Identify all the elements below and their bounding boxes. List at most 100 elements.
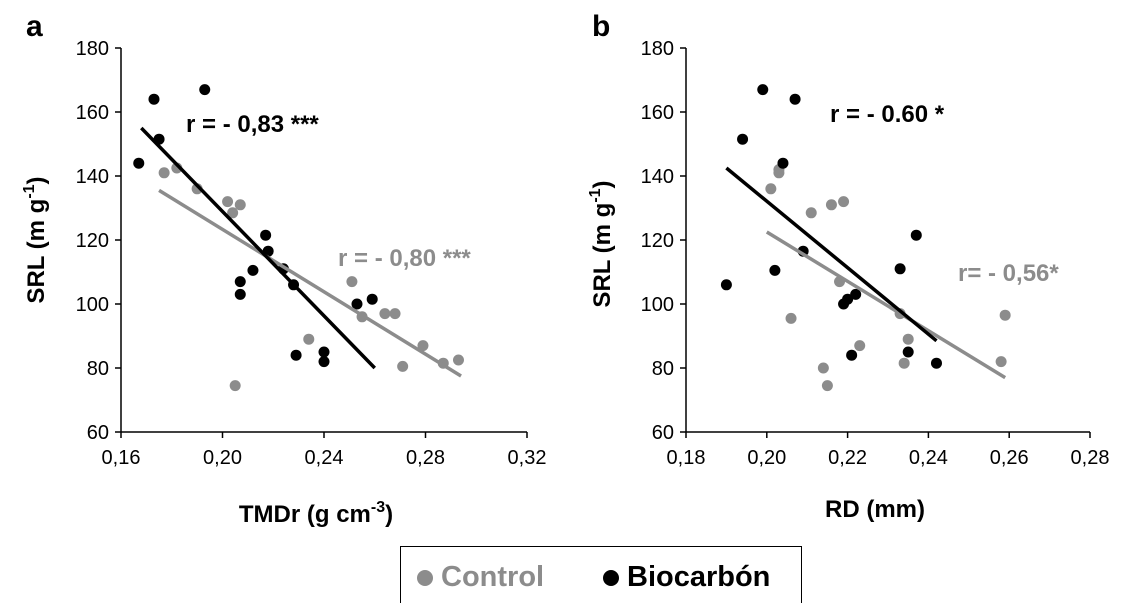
- y-tick-label: 100: [641, 294, 674, 316]
- point-biocarbon: [133, 157, 145, 169]
- panel-a-axes: 60 80 100 120 140 160 180 0,16 0,20 0,24 0,28 0,32: [76, 38, 547, 469]
- point-biocarbon: [902, 346, 914, 358]
- panel-b-y-axis-title: SRL (m g-1): [587, 180, 616, 307]
- point-biocarbon: [366, 293, 378, 305]
- point-biocarbon: [930, 357, 942, 369]
- point-biocarbon: [199, 84, 211, 96]
- trend-line-control: [158, 188, 462, 378]
- trend-line-control: [765, 230, 1007, 380]
- point-biocarbon: [737, 133, 749, 145]
- trend-line-biocarbon: [725, 166, 938, 343]
- point-control: [817, 362, 829, 374]
- x-tick-label: 0,32: [508, 447, 547, 469]
- legend-item-biocarbon: Biocarbón: [603, 561, 770, 594]
- panel-a-letter: a: [26, 10, 43, 43]
- x-tick-label: 0,24: [305, 447, 344, 469]
- panel-a-y-axis-title: SRL (m g-1): [21, 176, 50, 303]
- point-biocarbon: [318, 346, 330, 358]
- figure: a 60 80 100 120 140 160 180 0,16 0,20 0,24 0,28 0,3…: [21, 10, 1109, 528]
- panel-b-marks: [720, 84, 1011, 392]
- trend-line-biocarbon: [140, 126, 377, 370]
- panel-a-marks: [133, 84, 464, 392]
- y-tick-label: 120: [641, 230, 674, 252]
- legend-marker-biocarbon: [603, 569, 619, 586]
- point-biocarbon: [789, 93, 801, 105]
- x-tick-label: 0,20: [203, 447, 242, 469]
- panel-a-control-r-label: r = - 0,80 ***: [338, 245, 471, 272]
- point-biocarbon: [720, 279, 732, 291]
- point-biocarbon: [910, 229, 922, 241]
- point-biocarbon: [148, 93, 160, 105]
- y-tick-label: 60: [87, 422, 109, 444]
- legend-item-control: Control: [417, 561, 544, 594]
- y-tick-label: 160: [76, 102, 109, 124]
- panel-b: b 60 80 100 120 140 160 180 0,18 0,20 0,22 0,24 0,2…: [587, 10, 1109, 523]
- legend-label-control: Control: [441, 561, 545, 593]
- x-tick-label: 0,24: [909, 447, 948, 469]
- point-biocarbon: [846, 349, 858, 361]
- legend-marker-control: [417, 569, 433, 586]
- point-control: [452, 354, 464, 366]
- point-biocarbon: [769, 264, 781, 276]
- point-biocarbon: [842, 293, 854, 305]
- point-biocarbon: [234, 276, 246, 288]
- panel-b-axes: 60 80 100 120 140 160 180 0,18 0,20 0,22 0,24 0,26 0…: [641, 38, 1110, 469]
- point-biocarbon: [247, 264, 259, 276]
- point-control: [805, 207, 817, 219]
- legend-label-biocarbon: Biocarbón: [627, 561, 771, 593]
- x-tick-label: 0,26: [990, 447, 1029, 469]
- point-biocarbon: [777, 157, 789, 169]
- point-control: [821, 380, 833, 392]
- panel-a-x-axis-title: TMDr (g cm-3): [239, 499, 393, 528]
- panel-a-biocarbon-r-label: r = - 0,83 ***: [186, 111, 319, 138]
- point-control: [838, 196, 850, 208]
- legend: Control Biocarbón: [400, 546, 802, 603]
- y-tick-label: 80: [87, 358, 109, 380]
- point-control: [765, 183, 777, 195]
- point-biocarbon: [234, 288, 246, 300]
- y-tick-label: 180: [76, 38, 109, 60]
- x-tick-label: 0,28: [406, 447, 445, 469]
- point-control: [898, 357, 910, 369]
- point-control: [303, 333, 315, 345]
- point-control: [995, 356, 1007, 368]
- point-control: [417, 340, 429, 352]
- point-biocarbon: [894, 263, 906, 275]
- x-tick-label: 0,20: [747, 447, 786, 469]
- point-control: [222, 196, 234, 208]
- point-control: [158, 167, 170, 179]
- point-control: [389, 308, 401, 320]
- y-tick-label: 160: [641, 102, 674, 124]
- point-biocarbon: [757, 84, 769, 96]
- y-tick-label: 80: [652, 358, 674, 380]
- x-tick-label: 0,18: [667, 447, 706, 469]
- y-tick-label: 100: [76, 294, 109, 316]
- point-control: [785, 312, 797, 324]
- point-biocarbon: [260, 229, 272, 241]
- point-control: [397, 360, 409, 372]
- point-control: [227, 207, 239, 219]
- point-control: [999, 309, 1011, 321]
- panel-b-letter: b: [592, 10, 610, 43]
- y-tick-label: 120: [76, 230, 109, 252]
- point-control: [854, 340, 866, 352]
- y-tick-label: 140: [76, 166, 109, 188]
- point-control: [229, 380, 241, 392]
- x-tick-label: 0,28: [1071, 447, 1110, 469]
- y-tick-label: 60: [652, 422, 674, 444]
- x-tick-label: 0,22: [828, 447, 867, 469]
- y-tick-label: 180: [641, 38, 674, 60]
- point-control: [825, 199, 837, 211]
- point-biocarbon: [290, 349, 302, 361]
- point-control: [346, 276, 358, 288]
- point-biocarbon: [850, 288, 862, 300]
- point-control: [379, 308, 391, 320]
- point-biocarbon: [318, 356, 330, 368]
- y-tick-label: 140: [641, 166, 674, 188]
- point-control: [902, 333, 914, 345]
- panel-b-control-r-label: r= - 0,56*: [958, 260, 1059, 287]
- x-tick-label: 0,16: [102, 447, 141, 469]
- point-biocarbon: [351, 298, 363, 310]
- point-control: [234, 199, 246, 211]
- panel-a: a 60 80 100 120 140 160 180 0,16 0,20 0,24 0,28 0,3…: [21, 10, 546, 528]
